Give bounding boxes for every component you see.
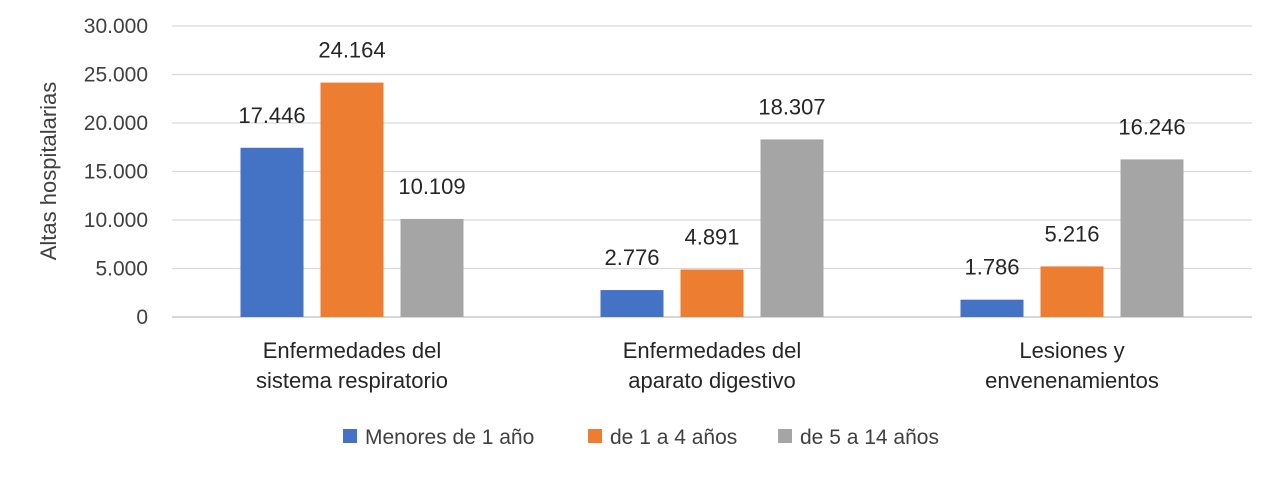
legend-label: de 5 a 14 años <box>800 426 939 449</box>
x-category-label: Enfermedades del <box>623 338 802 363</box>
legend-label: Menores de 1 año <box>365 426 534 449</box>
y-tick-label: 25.000 <box>84 64 148 87</box>
x-axis-category-labels: Enfermedades del sistema respiratorio Enfe… <box>256 338 1159 393</box>
data-label: 16.246 <box>1118 114 1185 139</box>
data-label: 18.307 <box>758 94 825 119</box>
data-label: 5.216 <box>1044 221 1099 246</box>
y-axis-title: Altas hospitalarias <box>36 82 61 261</box>
x-category-label: sistema respiratorio <box>256 368 448 393</box>
y-tick-label: 0 <box>136 306 148 329</box>
bar <box>400 218 464 317</box>
bar <box>960 299 1024 317</box>
x-category-label: envenenamientos <box>985 368 1159 393</box>
y-tick-label: 20.000 <box>84 112 148 135</box>
bar <box>1040 266 1104 317</box>
bar <box>680 269 744 317</box>
data-labels: 17.446 24.164 10.109 2.776 4.891 18.307 1.786 5… <box>238 38 1185 280</box>
y-tick-label: 15.000 <box>84 161 148 184</box>
legend: Menores de 1 año de 1 a 4 años de 5 a 14 a… <box>343 426 939 449</box>
legend-item: de 5 a 14 años <box>778 426 939 449</box>
data-label: 17.446 <box>238 103 305 128</box>
legend-swatch <box>343 429 357 443</box>
x-category-label: aparato digestivo <box>628 368 796 393</box>
bar <box>760 139 824 317</box>
legend-swatch <box>778 429 792 443</box>
y-tick-label: 30.000 <box>84 15 148 38</box>
x-category-label: Lesiones y <box>1019 338 1124 363</box>
y-axis-tick-labels: 0 5.000 10.000 15.000 20.000 25.000 30.000 <box>84 15 148 329</box>
data-label: 4.891 <box>684 225 739 250</box>
bar <box>1120 159 1184 317</box>
data-label: 1.786 <box>964 255 1019 280</box>
y-tick-label: 10.000 <box>84 209 148 232</box>
data-label: 10.109 <box>398 174 465 199</box>
bar <box>240 147 304 317</box>
x-category-label: Enfermedades del <box>263 338 442 363</box>
bar <box>600 290 664 317</box>
legend-swatch <box>588 429 602 443</box>
data-label: 24.164 <box>318 38 385 63</box>
bars <box>240 82 1184 318</box>
legend-item: de 1 a 4 años <box>588 426 737 449</box>
data-label: 2.776 <box>604 245 659 270</box>
y-tick-label: 5.000 <box>95 258 148 281</box>
legend-label: de 1 a 4 años <box>610 426 737 449</box>
bar <box>320 82 384 318</box>
legend-item: Menores de 1 año <box>343 426 534 449</box>
